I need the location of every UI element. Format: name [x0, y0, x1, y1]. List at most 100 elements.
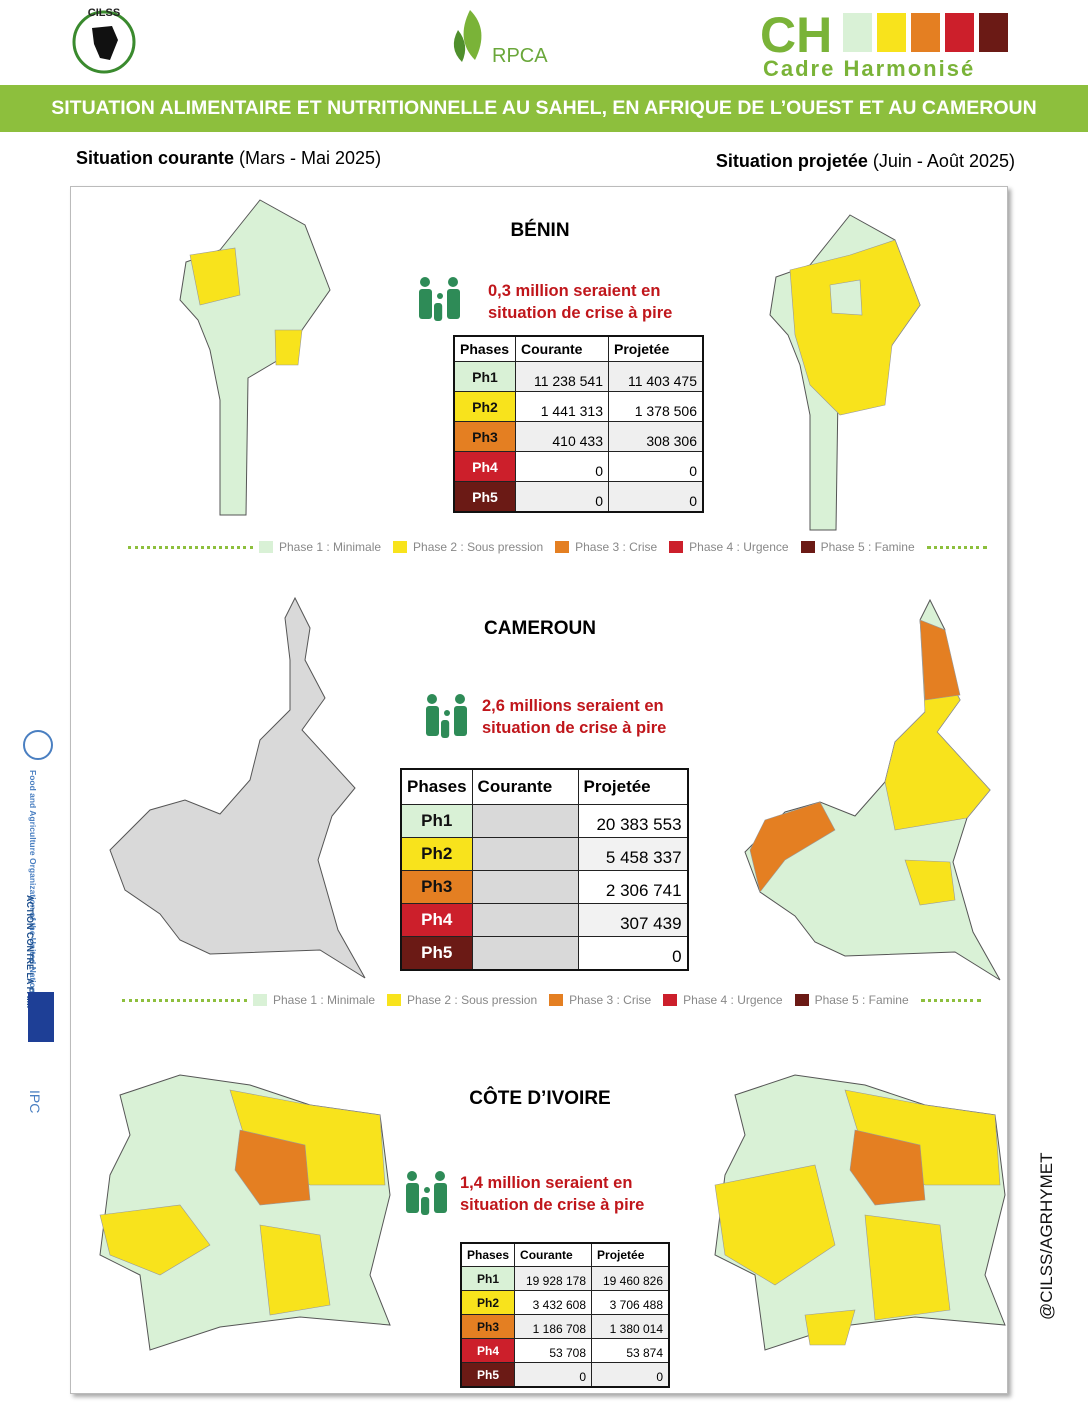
legend-dots — [926, 545, 987, 549]
table-row: Ph5 0 0 — [460, 1362, 670, 1388]
note-line: 0,3 million seraient en — [488, 282, 661, 300]
value-cell: 308 306 — [608, 421, 704, 452]
map-zone — [259, 1224, 331, 1316]
legend-label: Phase 1 : Minimale — [273, 993, 376, 1007]
legend-label: Phase 2 : Sous pression — [413, 540, 544, 554]
value-cell — [471, 804, 579, 838]
phase-cell: Ph1 — [453, 361, 516, 392]
table-row: Ph3 410 433 308 306 — [453, 421, 704, 452]
ch-name: Cadre Harmonisé — [763, 56, 975, 81]
ch-square — [843, 13, 872, 52]
country-map — [179, 199, 331, 516]
ch-squares — [843, 13, 1008, 52]
header-cell: Phases — [453, 335, 516, 362]
person-head — [407, 1171, 417, 1181]
map-outline — [109, 596, 366, 979]
country-map — [109, 596, 366, 979]
ch-square — [877, 13, 906, 52]
phase-table: Phases Courante Projetée Ph1 20 383 553 Ph2 5 … — [400, 768, 689, 971]
header-cell: Courante — [471, 768, 579, 805]
person-body — [447, 289, 460, 319]
legend-label: Phase 5 : Famine — [820, 540, 915, 554]
map-zone — [864, 1214, 951, 1321]
phase-cell: Ph5 — [400, 936, 473, 971]
value-cell: 0 — [591, 1362, 670, 1388]
legend: Phase 1 : Minimale Phase 2 : Sous pressio… — [128, 540, 987, 554]
value-cell: 307 439 — [577, 903, 689, 937]
legend-swatch — [253, 994, 267, 1006]
note-line: situation de crise à pire — [488, 304, 673, 322]
ipc-name: IPC — [27, 1090, 43, 1113]
table-row: Ph1 11 238 541 11 403 475 — [453, 361, 704, 392]
period-label: Situation courante — [76, 148, 235, 168]
map-zone — [189, 247, 241, 306]
map-zone — [829, 279, 863, 316]
value-cell: 0 — [608, 451, 704, 482]
value-cell: 53 874 — [591, 1338, 670, 1363]
value-cell: 0 — [514, 1362, 593, 1388]
crisis-note: 1,4 million seraient en situation de cris… — [460, 1172, 644, 1216]
person-body — [454, 706, 467, 736]
person-head — [435, 1171, 445, 1181]
phase-cell: Ph2 — [460, 1290, 516, 1315]
credit: @CILSS/AGRHYMET — [1037, 1153, 1056, 1320]
ch-square — [979, 13, 1008, 52]
ch-square — [911, 13, 940, 52]
value-cell: 0 — [608, 481, 704, 513]
value-cell: 0 — [515, 481, 609, 513]
person-head — [427, 694, 437, 704]
phase-cell: Ph2 — [400, 837, 473, 871]
table-row: Ph3 2 306 741 — [400, 870, 689, 904]
table-row: Ph5 0 0 — [453, 481, 704, 513]
legend-swatch — [387, 994, 402, 1006]
value-cell — [471, 870, 579, 904]
map-zone — [849, 1129, 926, 1206]
legend-label: Phase 1 : Minimale — [279, 540, 382, 554]
period-range: (Juin - Août 2025) — [872, 151, 1015, 171]
value-cell: 3 706 488 — [591, 1290, 670, 1315]
ch-mark: CH — [760, 7, 832, 63]
legend-swatch — [794, 994, 809, 1006]
table-row: Ph3 1 186 708 1 380 014 — [460, 1314, 670, 1339]
legend-label: Phase 2 : Sous pression — [407, 993, 538, 1007]
person-head — [444, 710, 450, 716]
period-label: Situation projetée — [715, 151, 868, 171]
content-frame — [70, 186, 1008, 1394]
value-cell: 11 238 541 — [515, 361, 609, 392]
table-row: Ph4 53 708 53 874 — [460, 1338, 670, 1363]
fao-logo — [23, 730, 53, 760]
banner-title: SITUATION ALIMENTAIRE ET NUTRITIONNELLE … — [0, 85, 1088, 132]
map-zone — [749, 801, 836, 893]
rpca-leaf — [453, 30, 466, 62]
value-cell — [471, 903, 579, 937]
map-zone — [804, 1309, 856, 1346]
family-icon — [406, 1171, 447, 1215]
map-zone — [274, 329, 303, 366]
acf-name: ACTION CONTRE LA FAIM — [25, 895, 35, 1008]
ch-square — [945, 13, 974, 52]
value-cell: 1 378 506 — [608, 391, 704, 422]
africa-icon — [92, 26, 118, 60]
value-cell: 3 432 608 — [514, 1290, 593, 1315]
person-head — [420, 277, 430, 287]
person-body — [419, 289, 432, 319]
legend-dots — [122, 998, 247, 1002]
header-cell: Phases — [460, 1242, 516, 1267]
phase-cell: Ph3 — [400, 870, 473, 904]
map-zone — [919, 619, 961, 701]
note-line: situation de crise à pire — [482, 719, 667, 737]
person-head — [448, 277, 458, 287]
phase-cell: Ph1 — [400, 804, 473, 838]
person-head — [424, 1187, 430, 1193]
table-header: Phases Courante Projetée — [400, 768, 689, 805]
period-projected: Situation projetée (Juin - Août 2025) — [716, 151, 1015, 172]
country-map — [714, 1074, 1006, 1351]
value-cell: 1 186 708 — [514, 1314, 593, 1339]
legend-label: Phase 5 : Famine — [814, 993, 909, 1007]
value-cell: 19 460 826 — [591, 1266, 670, 1291]
phase-table: Phases Courante Projetée Ph1 11 238 541 11 40… — [453, 335, 704, 513]
person-body — [406, 1183, 419, 1213]
legend-swatch — [549, 994, 564, 1006]
header-cell: Projetée — [591, 1242, 670, 1267]
